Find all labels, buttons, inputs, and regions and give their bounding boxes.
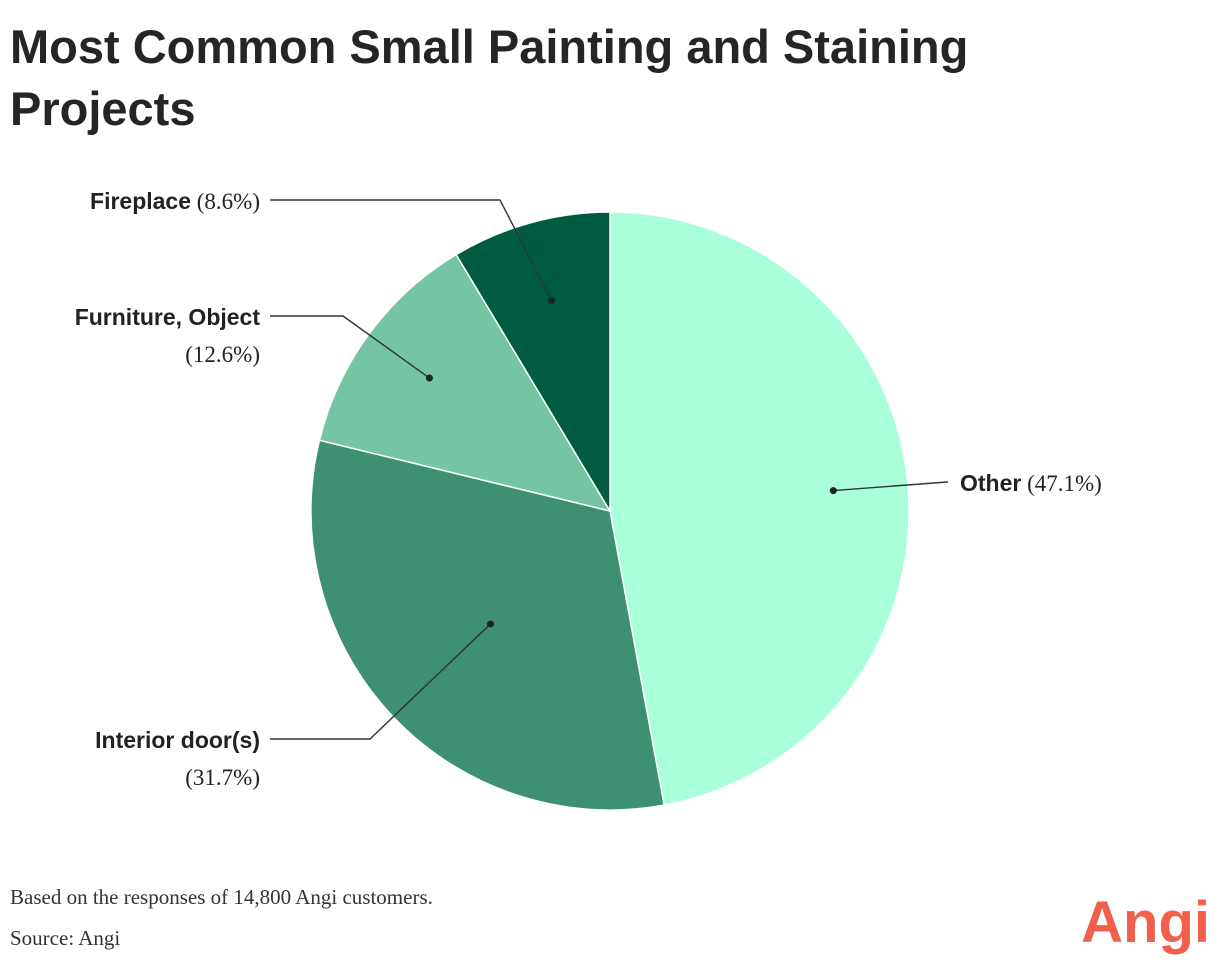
slice-percent: (8.6%)	[191, 189, 260, 214]
leader-line-other	[833, 481, 948, 492]
pie-slice-furniture-object	[318, 253, 612, 513]
angi-logo: Angi	[1081, 890, 1210, 955]
leader-dot-furniture-object	[425, 374, 433, 382]
slice-percent: (47.1%)	[1021, 471, 1101, 496]
leader-dot-other	[829, 487, 837, 495]
pie-slices	[310, 211, 910, 811]
slice-name: Other	[960, 470, 1021, 496]
slice-label-other: Other (47.1%)	[960, 470, 1102, 496]
slice-name: Furniture, Object	[75, 304, 261, 330]
slice-name: Fireplace	[90, 188, 191, 214]
slice-label-fireplace: Fireplace (8.6%)	[90, 188, 260, 214]
source-note: Source: Angi	[10, 926, 121, 950]
footnote: Based on the responses of 14,800 Angi cu…	[10, 885, 433, 909]
slice-percent: (12.6%)	[185, 342, 260, 367]
pie-slice-fireplace	[455, 211, 611, 514]
angi-logo-text: Angi	[1081, 890, 1210, 955]
leader-line-furniture-object	[270, 315, 430, 379]
slice-label-interior-door-s: Interior door(s) (31.7%)	[95, 727, 260, 790]
slice-label-furniture-object: Furniture, Object (12.6%)	[75, 304, 261, 367]
slice-percent: (31.7%)	[185, 765, 260, 790]
slice-labels: Other (47.1%) Interior door(s) (31.7%) Furn…	[75, 188, 1102, 790]
leader-dot-interior-door-s	[486, 620, 494, 628]
slice-name: Interior door(s)	[95, 727, 260, 753]
leader-dot-fireplace	[548, 297, 556, 305]
leader-lines	[270, 199, 948, 740]
leader-line-fireplace	[270, 199, 553, 301]
leader-line-interior-door-s	[270, 623, 491, 740]
pie-slice-other	[609, 211, 910, 806]
chart-title: Most Common Small Painting and Staining …	[10, 20, 969, 135]
